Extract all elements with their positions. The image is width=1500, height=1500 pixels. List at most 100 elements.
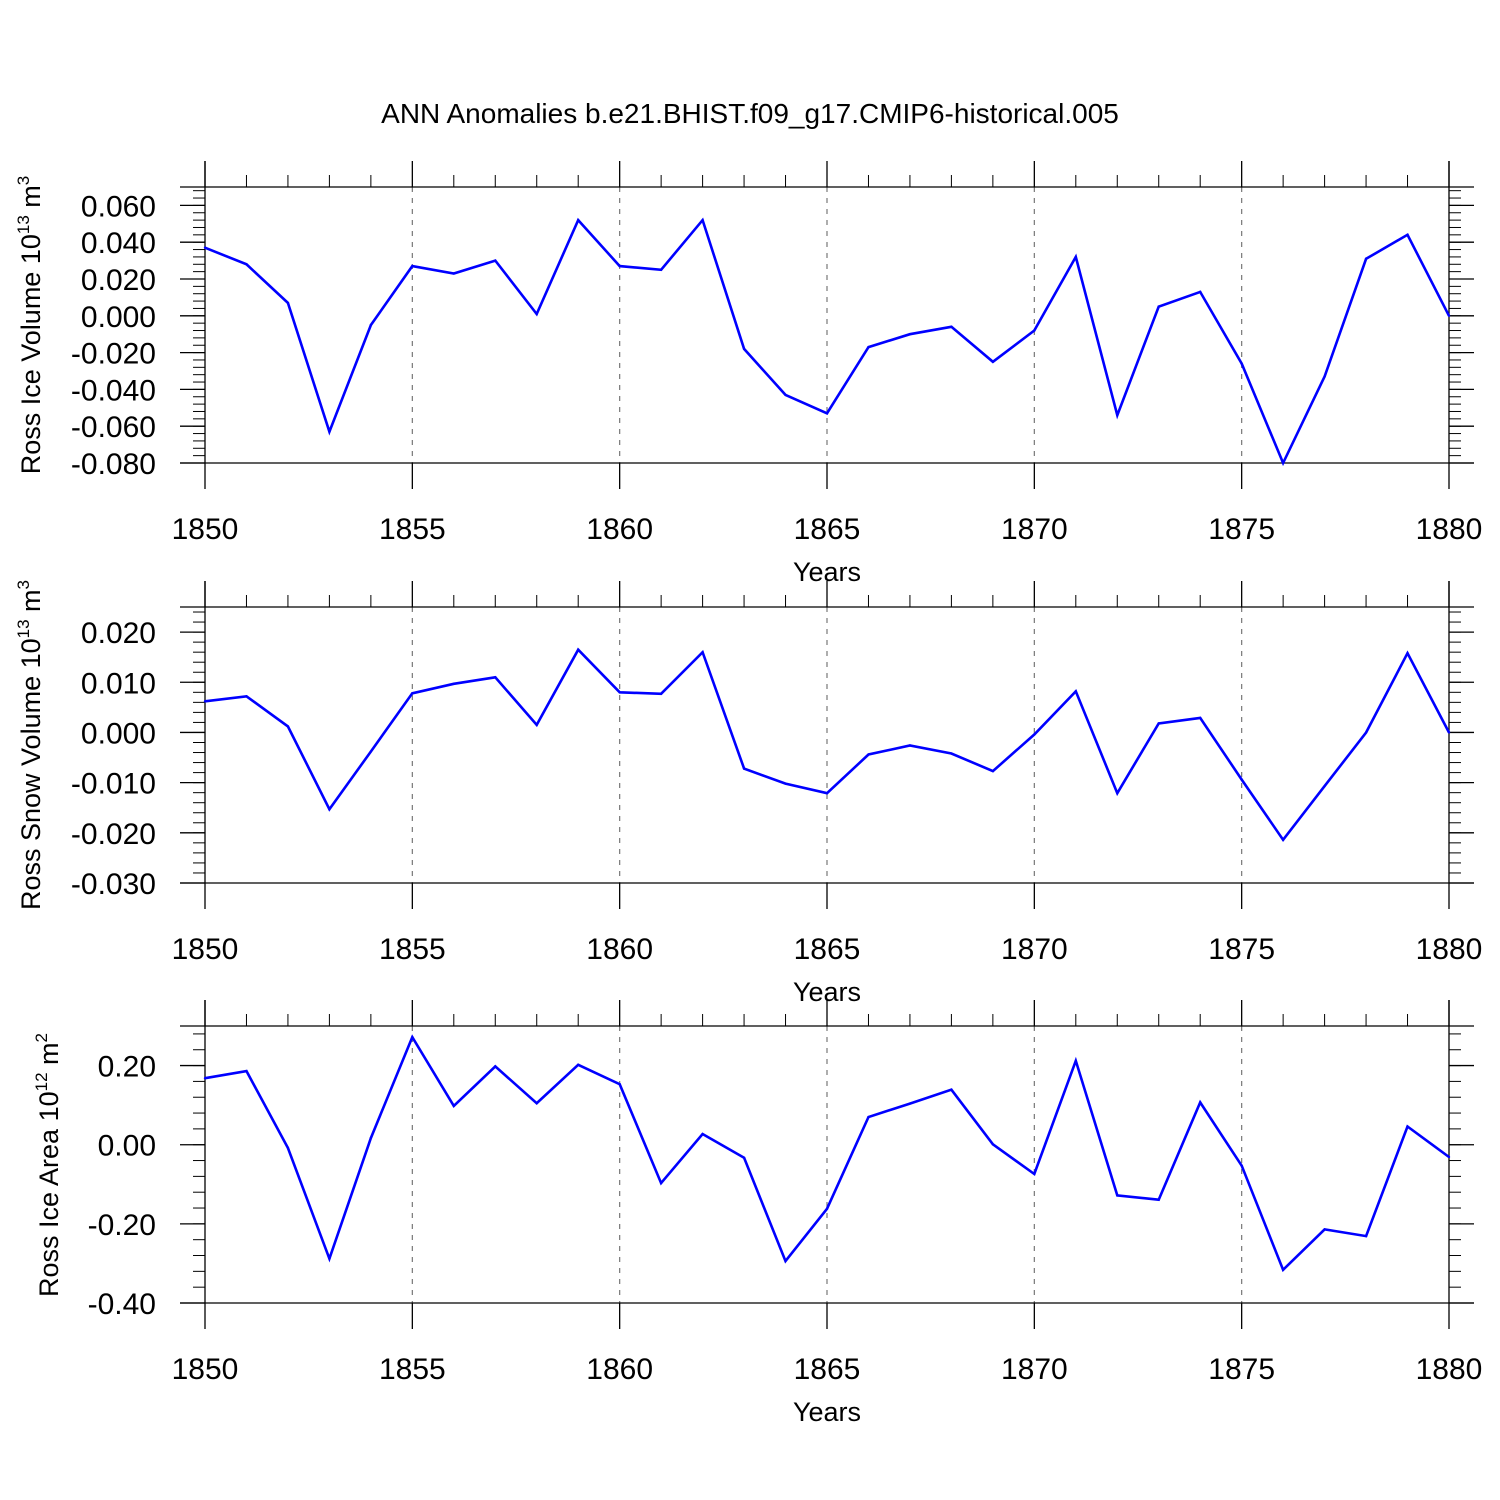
- y-tick-label: 0.00: [98, 1130, 156, 1163]
- data-point: [535, 723, 538, 727]
- x-tick-label: 1860: [586, 513, 653, 546]
- data-point: [784, 782, 787, 785]
- y-tick-label: 0.020: [81, 264, 156, 297]
- data-point: [1033, 1172, 1036, 1176]
- data-point: [701, 650, 704, 654]
- data-point: [991, 769, 995, 773]
- series-line: [204, 647, 1451, 843]
- y-tick-label: -0.20: [88, 1209, 156, 1242]
- data-point: [535, 1101, 538, 1105]
- data-point: [825, 412, 829, 415]
- data-point: [203, 700, 207, 703]
- y-axis-label: Ross Ice Volume 1013 m3: [14, 176, 46, 475]
- data-point: [577, 648, 580, 651]
- y-axis-label-unit-exponent: 3: [14, 580, 33, 589]
- data-point: [1364, 257, 1368, 260]
- x-tick-label: 1865: [794, 933, 861, 966]
- data-point: [369, 1136, 373, 1140]
- data-point: [411, 1035, 414, 1039]
- y-axis-label-text: Ross Ice Volume 10: [16, 234, 46, 474]
- y-axis-label-unit: m: [16, 185, 46, 215]
- data-point: [1281, 461, 1285, 465]
- data-point: [1116, 1194, 1119, 1197]
- y-axis-label-unit-exponent: 2: [32, 1033, 51, 1042]
- panel-3: 0.20 0.00 -0.20 -0.40 1850 1855 1860 1865 1870 18…: [32, 1000, 1482, 1427]
- data-point: [1240, 778, 1243, 781]
- data-point: [784, 1259, 787, 1263]
- data-point: [867, 753, 870, 756]
- data-point: [659, 692, 663, 696]
- x-tick-label: 1880: [1416, 1353, 1483, 1386]
- data-point: [950, 752, 953, 755]
- data-point: [908, 333, 912, 336]
- data-point: [1323, 375, 1326, 378]
- data-point: [1199, 716, 1202, 720]
- y-tick-label: -0.020: [71, 338, 156, 371]
- data-point: [328, 1257, 331, 1260]
- data-point: [1323, 1228, 1326, 1231]
- x-tick-label: 1850: [172, 1353, 239, 1386]
- y-axis-label: Ross Snow Volume 1013 m3: [14, 580, 46, 910]
- x-tick-label: 1875: [1208, 933, 1275, 966]
- data-point: [867, 345, 870, 349]
- data-point: [286, 301, 290, 305]
- data-point: [452, 682, 455, 685]
- data-point: [659, 268, 663, 271]
- data-point: [1074, 1059, 1078, 1063]
- data-point: [950, 325, 953, 329]
- data-point: [494, 676, 497, 679]
- data-point: [1240, 1164, 1243, 1167]
- panel-2: 0.020 0.010 0.000 -0.010 -0.020 -0.030 1850 185…: [14, 580, 1482, 1007]
- y-axis-label-unit-exponent: 3: [14, 176, 33, 185]
- data-point: [203, 246, 207, 249]
- x-axis-label: Years: [793, 1397, 861, 1427]
- data-point: [742, 1156, 746, 1159]
- data-point: [1074, 255, 1078, 259]
- data-point: [825, 791, 829, 795]
- data-point: [1406, 651, 1409, 655]
- x-tick-label: 1880: [1416, 513, 1483, 546]
- data-point: [494, 1065, 497, 1068]
- data-point: [950, 1088, 953, 1091]
- x-tick-label: 1875: [1208, 1353, 1275, 1386]
- x-tick-label: 1870: [1001, 513, 1068, 546]
- data-point: [1281, 838, 1285, 842]
- data-point: [286, 725, 290, 728]
- x-tick-label: 1860: [586, 933, 653, 966]
- x-tick-label: 1855: [379, 513, 446, 546]
- data-point: [618, 1082, 621, 1086]
- data-point: [1116, 791, 1119, 795]
- y-tick-label: -0.40: [88, 1288, 156, 1321]
- data-point: [1033, 329, 1036, 332]
- data-point: [1406, 1125, 1409, 1128]
- y-tick-label: -0.080: [71, 448, 156, 481]
- x-tick-label: 1870: [1001, 1353, 1068, 1386]
- x-tick-label: 1850: [172, 933, 239, 966]
- data-point: [1199, 290, 1202, 294]
- y-axis-label-unit: m: [16, 589, 46, 619]
- data-point: [1447, 314, 1451, 317]
- y-tick-label: -0.060: [71, 411, 156, 444]
- y-tick-label: 0.040: [81, 227, 156, 260]
- y-tick-label: -0.010: [71, 768, 156, 801]
- data-point: [742, 347, 746, 351]
- y-tick-label: 0.020: [81, 617, 156, 650]
- y-axis-label-text: Ross Ice Area 10: [34, 1091, 64, 1297]
- y-axis-label: Ross Ice Area 1012 m2: [32, 1033, 64, 1297]
- data-point: [1240, 362, 1243, 365]
- data-point: [991, 360, 995, 363]
- data-point: [1074, 690, 1078, 693]
- y-axis-label-exponent: 12: [32, 1072, 51, 1091]
- y-axis-label-text: Ross Snow Volume 10: [16, 638, 46, 910]
- data-point: [1364, 1234, 1368, 1238]
- data-point: [742, 767, 746, 770]
- y-tick-label: 0.000: [81, 301, 156, 334]
- data-point: [784, 393, 787, 397]
- x-tick-label: 1860: [586, 1353, 653, 1386]
- data-point: [245, 695, 248, 698]
- data-point: [701, 218, 704, 222]
- data-point: [1281, 1268, 1285, 1271]
- data-point: [1323, 784, 1326, 788]
- data-point: [577, 1063, 580, 1066]
